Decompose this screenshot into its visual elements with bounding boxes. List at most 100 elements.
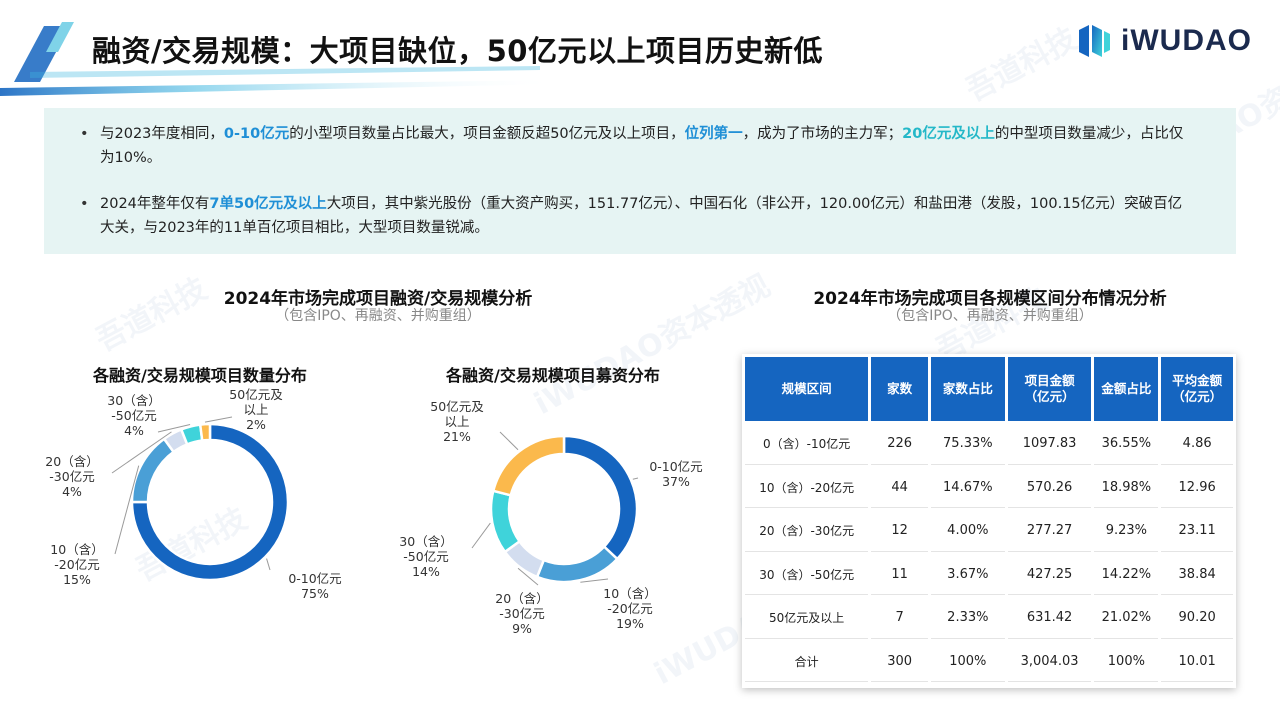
data-label-line: -30亿元 bbox=[499, 606, 544, 621]
data-label-line: 20（含） bbox=[45, 454, 98, 469]
data-label: 50亿元及以上 2% bbox=[229, 387, 283, 432]
table-cell: 75.33% bbox=[930, 424, 1005, 465]
text-segment: 2024年整年仅有 bbox=[100, 196, 210, 212]
table-cell: 14.67% bbox=[930, 468, 1005, 508]
col-header: 平均金额（亿元） bbox=[1161, 357, 1233, 421]
highlight-text: 20亿元及以上 bbox=[902, 126, 995, 142]
highlight-text: 7单50亿元及以上 bbox=[209, 196, 327, 212]
table-cell: 3.67% bbox=[930, 555, 1005, 595]
highlight-text: 0-10亿元 bbox=[223, 126, 290, 142]
leader-line bbox=[499, 431, 519, 451]
table-cell: 427.25 bbox=[1007, 555, 1092, 595]
col-header: 项目金额（亿元） bbox=[1007, 357, 1092, 421]
data-label: 10（含）-20亿元 15% bbox=[50, 542, 103, 587]
table-cell: 2.33% bbox=[930, 598, 1005, 639]
table-cell: 1097.83 bbox=[1007, 424, 1092, 465]
data-label-line: 37% bbox=[662, 474, 690, 489]
table-cell: 合计 bbox=[745, 642, 869, 682]
data-label: 10（含）-20亿元 19% bbox=[603, 586, 656, 631]
data-label-line: 14% bbox=[412, 564, 440, 579]
data-label-line: 75% bbox=[301, 586, 329, 601]
table-cell: 21.02% bbox=[1094, 598, 1159, 639]
table-cell: 50亿元及以上 bbox=[745, 598, 869, 639]
leader-line bbox=[471, 522, 491, 549]
table-header-row: 规模区间 家数 家数占比 项目金额（亿元） 金额占比 平均金额（亿元） bbox=[745, 357, 1233, 421]
table-cell: 300 bbox=[871, 642, 928, 682]
data-label-line: 50亿元及 bbox=[229, 387, 283, 402]
data-label-line: 21% bbox=[443, 429, 471, 444]
data-label-line: 30（含） bbox=[107, 393, 160, 408]
leader-line bbox=[517, 567, 539, 586]
watermark: 吾道科技 bbox=[960, 21, 1083, 109]
leader-line bbox=[632, 477, 639, 480]
table-cell: 4.00% bbox=[930, 511, 1005, 552]
chart-title-count: 各融资/交易规模项目数量分布 bbox=[93, 366, 307, 385]
header-decoration bbox=[0, 22, 560, 96]
leader-line bbox=[114, 465, 140, 555]
data-label: 20（含）-30亿元 4% bbox=[45, 454, 98, 499]
data-label-line: 19% bbox=[616, 616, 644, 631]
data-label-line: 10（含） bbox=[50, 542, 103, 557]
table-cell: 18.98% bbox=[1094, 468, 1159, 508]
text-segment: 与2023年度相同， bbox=[100, 126, 224, 142]
table-cell: 570.26 bbox=[1007, 468, 1092, 508]
data-label-line: 0-10亿元 bbox=[649, 459, 702, 474]
brand-logo: iWUDAO bbox=[1075, 22, 1252, 60]
data-label: 30（含）-50亿元 14% bbox=[399, 534, 452, 579]
col-header: 家数 bbox=[871, 357, 928, 421]
table-row: 合计 300 100% 3,004.03 100% 10.01 bbox=[745, 642, 1233, 682]
table-cell: 0（含）-10亿元 bbox=[745, 424, 869, 465]
left-section-title: 2024年市场完成项目融资/交易规模分析 bbox=[223, 289, 533, 309]
table-row: 10（含）-20亿元 44 14.67% 570.26 18.98% 12.96 bbox=[745, 468, 1233, 508]
data-label-line: -50亿元 bbox=[403, 549, 448, 564]
data-label-line: 20（含） bbox=[495, 591, 548, 606]
table-cell: 100% bbox=[930, 642, 1005, 682]
logo-mark-icon bbox=[1079, 25, 1111, 57]
table-cell: 10（含）-20亿元 bbox=[745, 468, 869, 508]
right-section-title: 2024年市场完成项目各规模区间分布情况分析 bbox=[813, 289, 1167, 309]
slice-10-20 bbox=[130, 437, 176, 504]
table-cell: 20（含）-30亿元 bbox=[745, 511, 869, 552]
table-row: 50亿元及以上 7 2.33% 631.42 21.02% 90.20 bbox=[745, 598, 1233, 639]
table-cell: 23.11 bbox=[1161, 511, 1233, 552]
table-cell: 38.84 bbox=[1161, 555, 1233, 595]
summary-bullet-2: 2024年整年仅有7单50亿元及以上大项目，其中紫光股份（重大资产购买，151.… bbox=[80, 192, 1196, 240]
data-label: 0-10亿元 75% bbox=[288, 571, 341, 601]
logo-text: iWUDAO bbox=[1121, 24, 1252, 57]
text-segment: 大项目，其中紫光股份（重大资产购买，151.77亿元）、中国石化（非公开，120… bbox=[100, 196, 1183, 236]
col-header: 规模区间 bbox=[745, 357, 869, 421]
data-label-line: -30亿元 bbox=[49, 469, 94, 484]
data-label: 50亿元及以上 21% bbox=[430, 399, 484, 444]
summary-box: 与2023年度相同，0-10亿元的小型项目数量占比最大，项目金额反超50亿元及以… bbox=[44, 108, 1236, 254]
table-cell: 100% bbox=[1094, 642, 1159, 682]
table-cell: 12.96 bbox=[1161, 468, 1233, 508]
leader-line bbox=[111, 431, 172, 474]
count-donut-chart: 0-10亿元 75%10（含）-20亿元 15%20（含）-30亿元 4%30（含）-… bbox=[45, 387, 341, 601]
text-segment: 的中型项目数量减少，占比仅为10%。 bbox=[100, 126, 1184, 166]
amount-donut-chart: 0-10亿元 37%10（含）-20亿元 19%20（含）-30亿元 9%30（含）-… bbox=[399, 399, 702, 636]
data-label-line: 4% bbox=[124, 423, 144, 438]
table-row: 20（含）-30亿元 12 4.00% 277.27 9.23% 23.11 bbox=[745, 511, 1233, 552]
data-label-line: 0-10亿元 bbox=[288, 571, 341, 586]
left-section-subtitle: （包含IPO、再融资、并购重组） bbox=[275, 308, 481, 324]
data-label-line: -50亿元 bbox=[111, 408, 156, 423]
data-label-line: 10（含） bbox=[603, 586, 656, 601]
data-label-line: 以上 bbox=[243, 402, 268, 417]
data-label-line: 50亿元及 bbox=[430, 399, 484, 414]
table-cell: 30（含）-50亿元 bbox=[745, 555, 869, 595]
data-label-line: 以上 bbox=[444, 414, 469, 429]
data-label-line: 2% bbox=[246, 417, 266, 432]
text-segment: ，成为了市场的主力军； bbox=[742, 126, 903, 142]
chart-title-amount: 各融资/交易规模项目募资分布 bbox=[446, 366, 660, 385]
table-row: 0（含）-10亿元 226 75.33% 1097.83 36.55% 4.86 bbox=[745, 424, 1233, 465]
table-cell: 14.22% bbox=[1094, 555, 1159, 595]
slice-50-plus bbox=[198, 422, 212, 442]
slice-0-10 bbox=[562, 434, 639, 561]
leader-line bbox=[157, 424, 191, 433]
slice-10-20 bbox=[535, 544, 619, 584]
leader-line bbox=[266, 558, 271, 571]
table-cell: 9.23% bbox=[1094, 511, 1159, 552]
table-cell: 7 bbox=[871, 598, 928, 639]
table-cell: 44 bbox=[871, 468, 928, 508]
data-label-line: -20亿元 bbox=[54, 557, 99, 572]
